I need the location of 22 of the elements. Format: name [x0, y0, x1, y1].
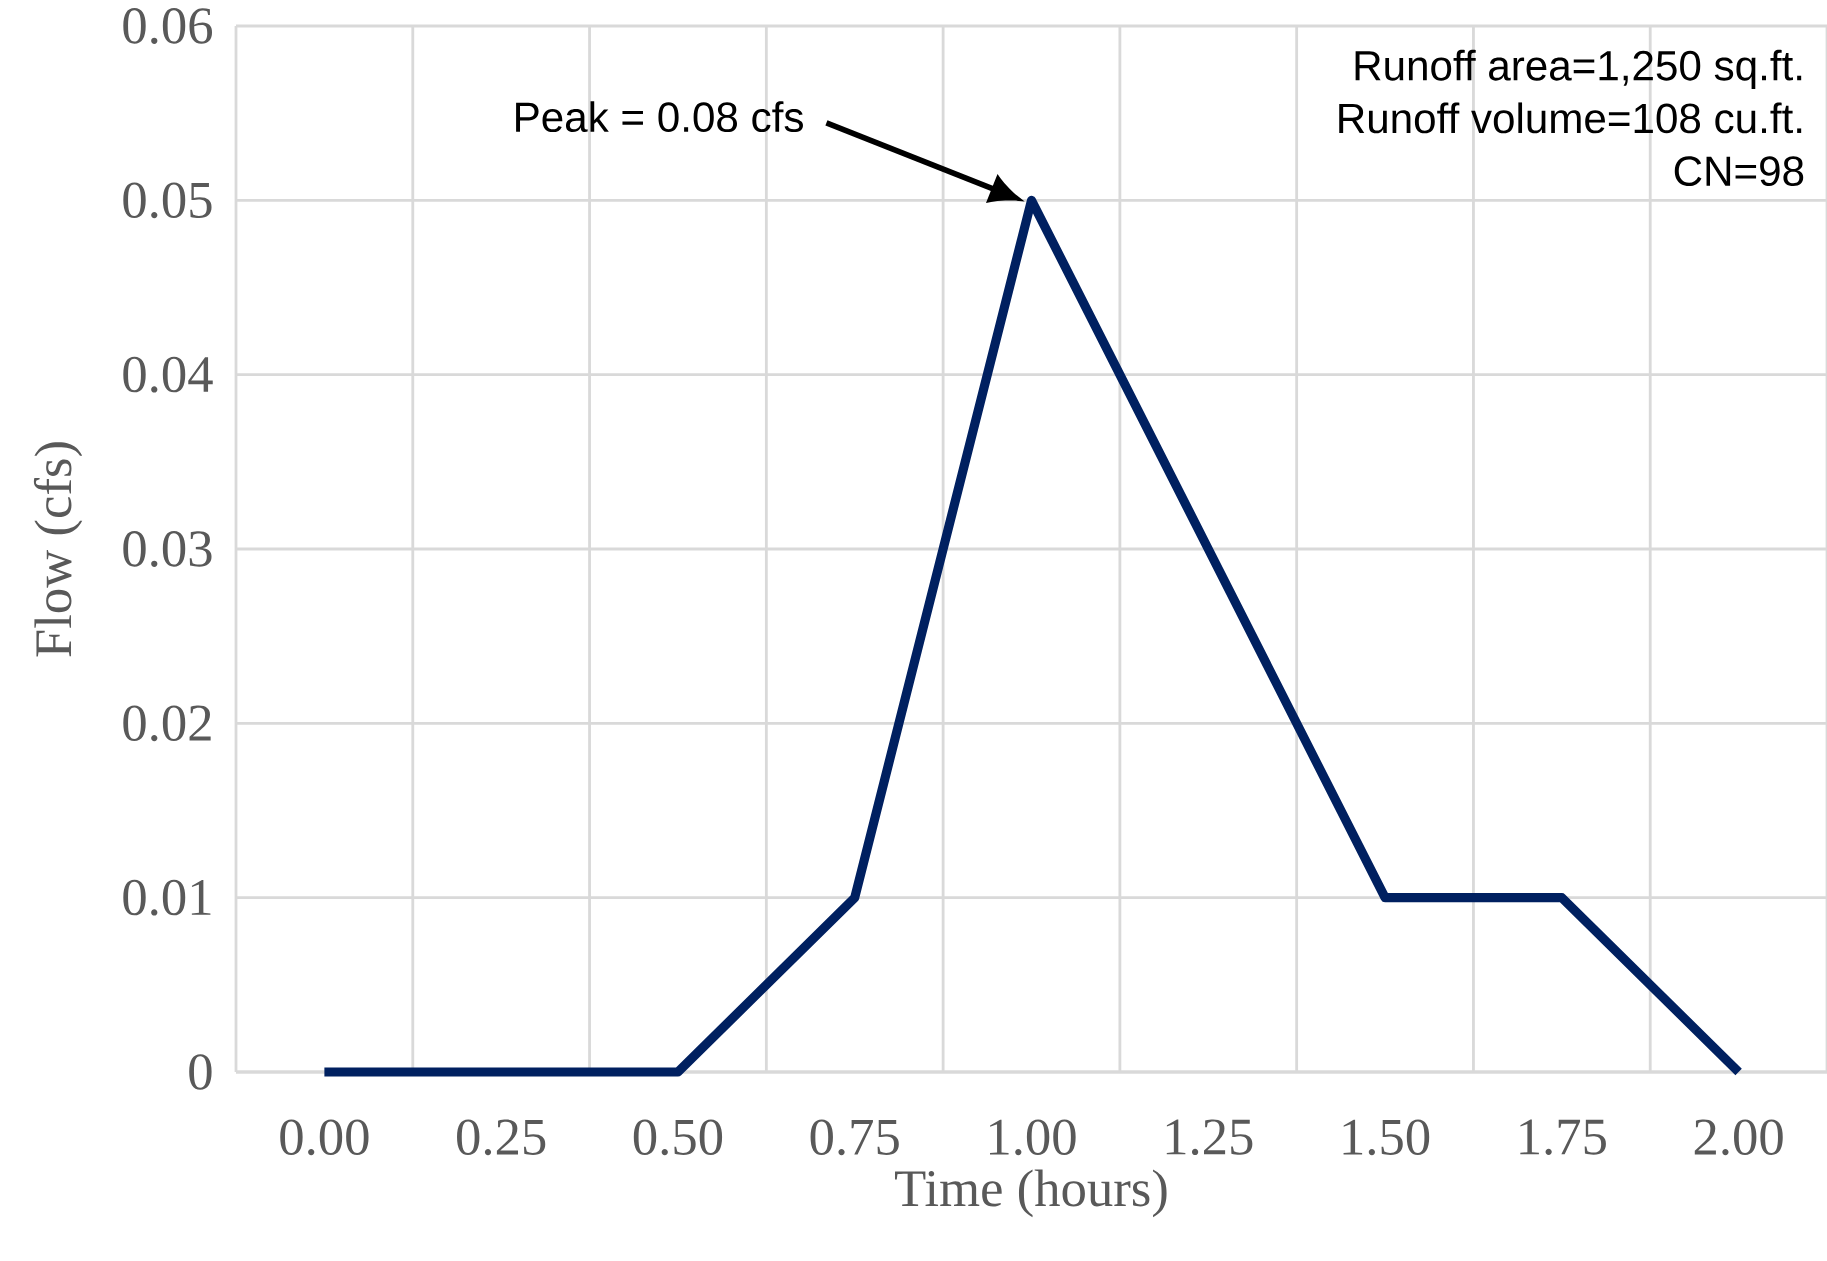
y-tick-label: 0.06 — [123, 8, 213, 44]
annotation: CN=98 — [1674, 156, 1804, 187]
x-tick-label: 1.50 — [1343, 1119, 1430, 1156]
x-axis-title: Time (hours) — [895, 1169, 1167, 1218]
annotation: Runoff area=1,250 sq.ft. — [1355, 49, 1802, 90]
y-tick-label: 0.04 — [123, 356, 213, 393]
y-tick-label: 0 — [189, 1054, 212, 1090]
x-tick-label: 0.25 — [457, 1119, 546, 1156]
x-tick-label: 1.75 — [1520, 1119, 1606, 1155]
x-tick-label: 1.00 — [990, 1119, 1076, 1156]
y-tick-label: 0.02 — [123, 705, 211, 742]
x-tick-label: 1.25 — [1166, 1119, 1253, 1156]
annotation: Runoff volume=108 cu.ft. — [1339, 102, 1802, 134]
annotation: Peak = 0.08 cfs — [516, 101, 803, 133]
y-axis-title: Flow (cfs) — [33, 442, 83, 657]
y-tick-label: 0.01 — [123, 879, 211, 916]
x-tick-label: 0.50 — [633, 1119, 723, 1156]
x-tick-label: 0.75 — [810, 1119, 899, 1156]
x-tick-label: 0.00 — [280, 1119, 369, 1156]
y-tick-label: 0.03 — [123, 531, 212, 567]
y-tick-label: 0.05 — [123, 182, 212, 219]
x-tick-label: 2.00 — [1694, 1119, 1783, 1156]
